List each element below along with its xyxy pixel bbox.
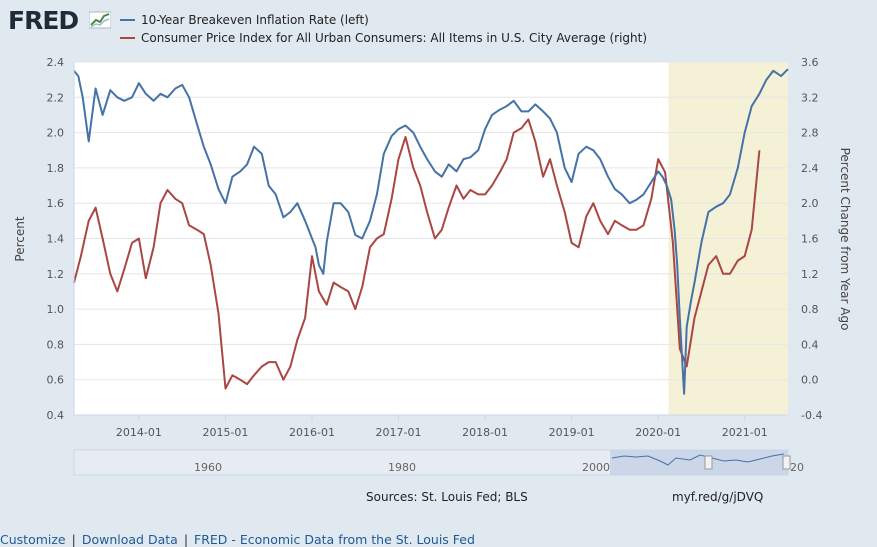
x-axis-tick-label: 2015-01	[202, 426, 248, 439]
left-axis-tick-label: 1.8	[47, 162, 65, 175]
x-axis-tick-label: 2021-01	[722, 426, 768, 439]
left-axis-tick-label: 1.6	[47, 197, 65, 210]
navigator-handle-left[interactable]	[704, 455, 713, 470]
right-axis-tick-label: 3.6	[801, 56, 819, 69]
right-axis-tick-label: 1.6	[801, 233, 819, 246]
footer-links: Customize | Download Data | FRED - Economic …	[0, 532, 475, 547]
download-data-link[interactable]: Download Data	[81, 532, 178, 547]
navigator-window[interactable]	[610, 450, 788, 475]
x-axis-tick-label: 2014-01	[116, 426, 162, 439]
x-axis-tick-label: 2016-01	[289, 426, 335, 439]
legend-item-breakeven[interactable]: 10-Year Breakeven Inflation Rate (left)	[120, 13, 369, 27]
left-axis-tick-label: 0.6	[47, 374, 65, 387]
right-axis-tick-label: 0.0	[801, 374, 819, 387]
left-axis-tick-label: 0.4	[47, 409, 65, 422]
right-axis-tick-label: 2.8	[801, 127, 819, 140]
fred-logo[interactable]: FRED	[8, 6, 79, 35]
legend-label-cpi: Consumer Price Index for All Urban Consu…	[141, 31, 648, 45]
left-axis-tick-label: 2.2	[47, 91, 65, 104]
navigator[interactable]: 1960 1980 2000 20	[73, 449, 804, 476]
series-line-breakeven[interactable]	[73, 68, 789, 395]
right-axis-tick-label: 3.2	[801, 91, 819, 104]
fred-chart-icon	[89, 11, 111, 29]
x-axis-tick-label: 2019-01	[549, 426, 595, 439]
navigator-series	[611, 453, 785, 466]
x-axis-tick-label: 2018-01	[462, 426, 508, 439]
navigator-label-2000: 2000	[582, 461, 610, 474]
legend-swatch-cpi	[120, 37, 135, 39]
right-axis-tick-label: 2.4	[801, 162, 819, 175]
customize-link[interactable]: Customize	[0, 532, 66, 547]
left-axis-tick-label: 1.2	[47, 268, 65, 281]
legend-swatch-breakeven	[120, 19, 135, 21]
navigator-label-1960: 1960	[194, 461, 222, 474]
right-axis-title: Percent Change from Year Ago	[838, 148, 852, 331]
legend-label-breakeven: 10-Year Breakeven Inflation Rate (left)	[141, 13, 369, 27]
left-axis-ticks: 0.4 0.6 0.8 1.0 1.2 1.4 1.6 1.8 2.0 2.2 2.4	[47, 56, 65, 422]
series-line-cpi[interactable]	[73, 118, 761, 390]
right-axis-tick-label: 0.8	[801, 303, 819, 316]
left-axis-title: Percent	[13, 216, 27, 261]
navigator-label-20: 20	[790, 461, 804, 474]
right-axis-tick-label: 0.4	[801, 338, 819, 351]
legend-item-cpi[interactable]: Consumer Price Index for All Urban Consu…	[120, 31, 647, 45]
right-axis-tick-label: 1.2	[801, 268, 819, 281]
left-axis-tick-label: 1.4	[47, 233, 65, 246]
navigator-handle-right[interactable]	[782, 455, 791, 470]
right-axis-tick-label: 2.0	[801, 197, 819, 210]
x-axis-tick-label: 2020-01	[635, 426, 681, 439]
x-axis-ticks: 2014-01 2015-01 2016-01 2017-01 2018-01 2019-…	[74, 414, 788, 439]
left-axis-tick-label: 1.0	[47, 303, 65, 316]
sources-text: Sources: St. Louis Fed; BLS	[366, 490, 528, 504]
left-axis-tick-label: 2.0	[47, 127, 65, 140]
right-axis-tick-label: -0.4	[801, 409, 822, 422]
short-url[interactable]: myf.red/g/jDVQ	[672, 490, 764, 504]
x-axis-tick-label: 2017-01	[376, 426, 422, 439]
footer-separator: |	[183, 532, 189, 547]
footer-separator: |	[71, 532, 76, 547]
fred-home-link[interactable]: FRED - Economic Data from the St. Louis …	[194, 532, 475, 547]
right-axis-ticks: -0.4 0.0 0.4 0.8 1.2 1.6 2.0 2.4 2.8 3.2 3.6	[801, 56, 822, 422]
left-axis-tick-label: 0.8	[47, 338, 65, 351]
left-axis-tick-label: 2.4	[47, 56, 65, 69]
navigator-label-1980: 1980	[388, 461, 416, 474]
